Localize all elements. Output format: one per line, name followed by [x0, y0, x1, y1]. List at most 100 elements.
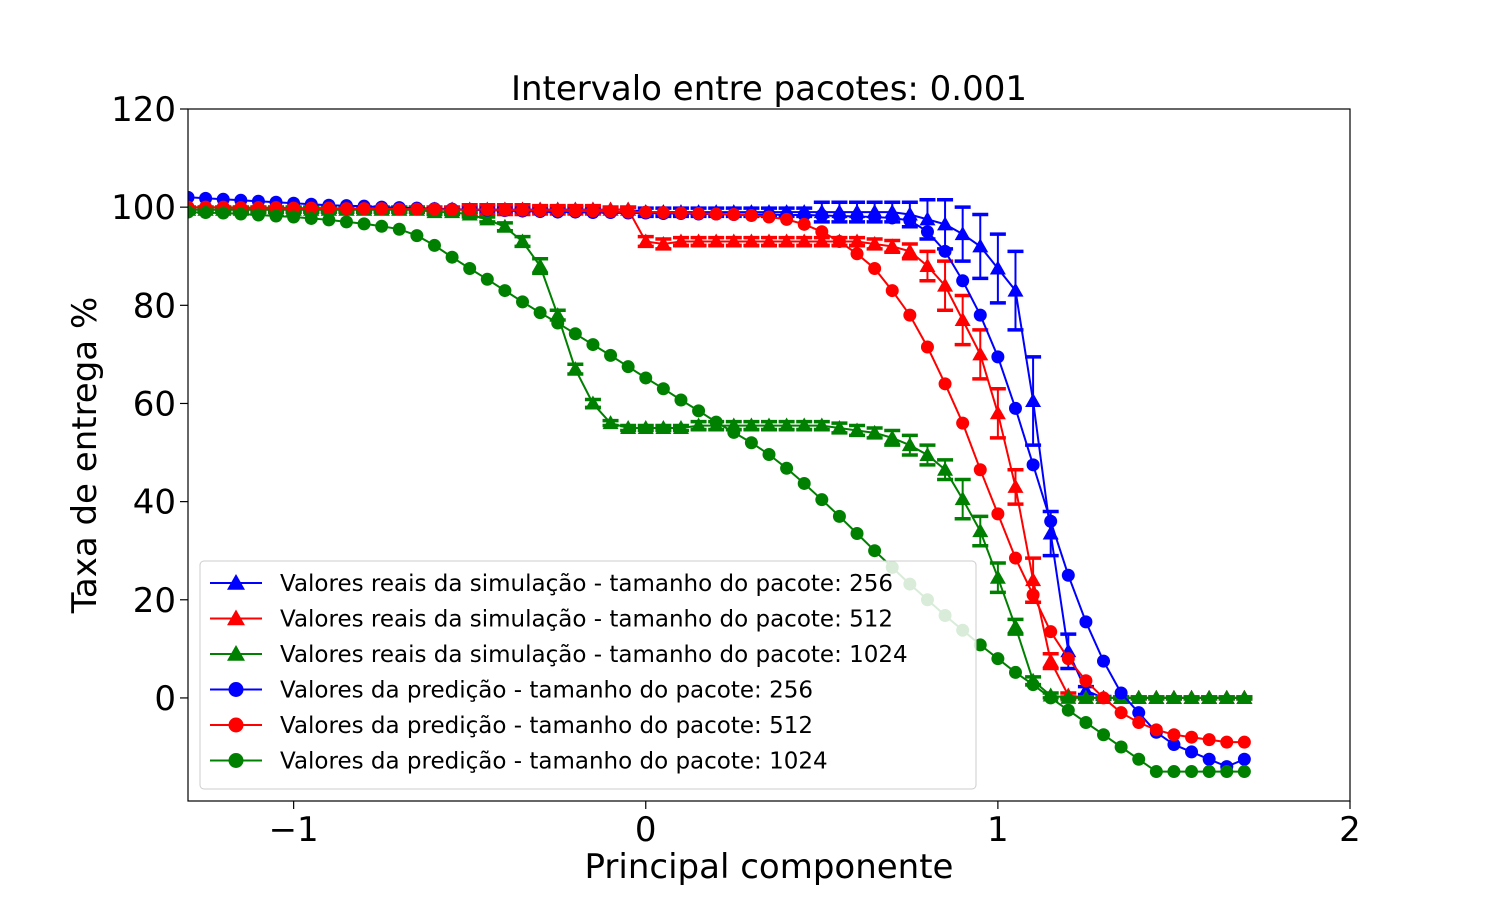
- data-point: [1185, 765, 1199, 779]
- data-point: [674, 393, 688, 407]
- data-point: [1218, 689, 1235, 704]
- data-point: [410, 229, 424, 243]
- data-point: [797, 208, 811, 222]
- y-tick-label: 0: [154, 679, 176, 719]
- data-point: [920, 340, 934, 354]
- data-point: [410, 202, 424, 216]
- data-point: [956, 274, 970, 288]
- data-point: [1149, 723, 1163, 737]
- x-tick-label: 0: [635, 810, 657, 850]
- legend-box: [199, 560, 977, 790]
- data-point: [1165, 689, 1182, 704]
- data-point: [549, 307, 566, 322]
- data-point: [672, 420, 689, 435]
- data-point: [797, 217, 811, 231]
- plot-layer: [188, 190, 1253, 779]
- data-point: [392, 222, 406, 236]
- data-point: [656, 206, 670, 220]
- data-point: [637, 420, 654, 435]
- legend-label: Valores da predição - tamanho do pacote:…: [280, 678, 813, 704]
- data-point: [1237, 735, 1251, 749]
- data-point: [903, 213, 917, 227]
- data-point: [234, 207, 248, 221]
- y-tick-label: 60: [133, 384, 176, 424]
- data-point: [954, 226, 971, 241]
- data-point: [815, 493, 829, 507]
- data-point: [780, 461, 794, 475]
- data-point: [567, 361, 584, 376]
- data-point: [1236, 689, 1253, 704]
- data-point: [1149, 765, 1163, 779]
- data-point: [602, 415, 619, 430]
- data-point: [339, 202, 353, 216]
- data-point: [1044, 691, 1058, 705]
- data-point: [832, 209, 846, 223]
- data-point: [796, 233, 813, 248]
- data-point: [972, 238, 989, 253]
- data-point: [357, 202, 371, 216]
- y-tick-label: 20: [133, 581, 176, 621]
- data-point: [1202, 752, 1216, 766]
- x-tick-label: 2: [1339, 810, 1361, 850]
- legend-item: Valores reais da simulação - tamanho do …: [210, 642, 908, 668]
- data-point: [1061, 703, 1075, 717]
- y-tick-label: 120: [111, 90, 176, 130]
- data-point: [868, 210, 882, 224]
- data-point: [1079, 615, 1093, 629]
- data-point: [427, 238, 441, 252]
- data-point: [516, 295, 530, 309]
- data-point: [919, 211, 936, 226]
- data-point: [956, 416, 970, 430]
- data-point: [322, 213, 336, 227]
- data-point: [1114, 686, 1128, 700]
- data-point: [885, 211, 899, 225]
- data-point: [1132, 715, 1146, 729]
- data-point: [868, 544, 882, 558]
- data-point: [1202, 765, 1216, 779]
- data-point: [762, 210, 776, 224]
- data-point: [445, 203, 459, 217]
- data-point: [1061, 652, 1075, 666]
- data-point: [813, 233, 830, 248]
- data-point: [322, 201, 336, 215]
- data-point: [1077, 682, 1094, 697]
- data-point: [304, 201, 318, 215]
- data-point: [533, 306, 547, 320]
- data-point: [989, 405, 1006, 420]
- data-point: [674, 206, 688, 220]
- data-point: [973, 463, 987, 477]
- x-tick-label: −1: [269, 810, 319, 850]
- legend-marker: [227, 609, 245, 626]
- data-point: [850, 247, 864, 261]
- data-point: [972, 346, 989, 361]
- data-point: [568, 204, 582, 218]
- data-point: [532, 258, 549, 273]
- data-point: [1077, 689, 1094, 704]
- data-point: [1007, 478, 1024, 493]
- data-point: [551, 316, 565, 330]
- data-point: [269, 209, 283, 223]
- legend-label: Valores reais da simulação - tamanho do …: [280, 642, 908, 668]
- data-point: [637, 233, 654, 248]
- data-point: [604, 205, 618, 219]
- legend-label: Valores reais da simulação - tamanho do …: [280, 571, 893, 597]
- data-point: [937, 216, 954, 231]
- series-5: [188, 200, 1251, 749]
- data-point: [850, 209, 864, 223]
- data-point: [357, 217, 371, 231]
- data-point: [954, 312, 971, 327]
- data-point: [1167, 738, 1181, 752]
- legend-marker: [228, 682, 244, 697]
- legend-label: Valores da predição - tamanho do pacote:…: [280, 749, 828, 775]
- data-point: [850, 527, 864, 541]
- data-point: [1026, 458, 1040, 472]
- data-point: [1008, 551, 1022, 565]
- chart-title: Intervalo entre pacotes: 0.001: [511, 69, 1027, 109]
- data-point: [1114, 706, 1128, 720]
- data-point: [692, 404, 706, 418]
- data-point: [919, 258, 936, 273]
- data-point: [516, 203, 530, 217]
- y-tick-label: 40: [133, 483, 176, 523]
- data-point: [375, 219, 389, 233]
- data-point: [903, 308, 917, 322]
